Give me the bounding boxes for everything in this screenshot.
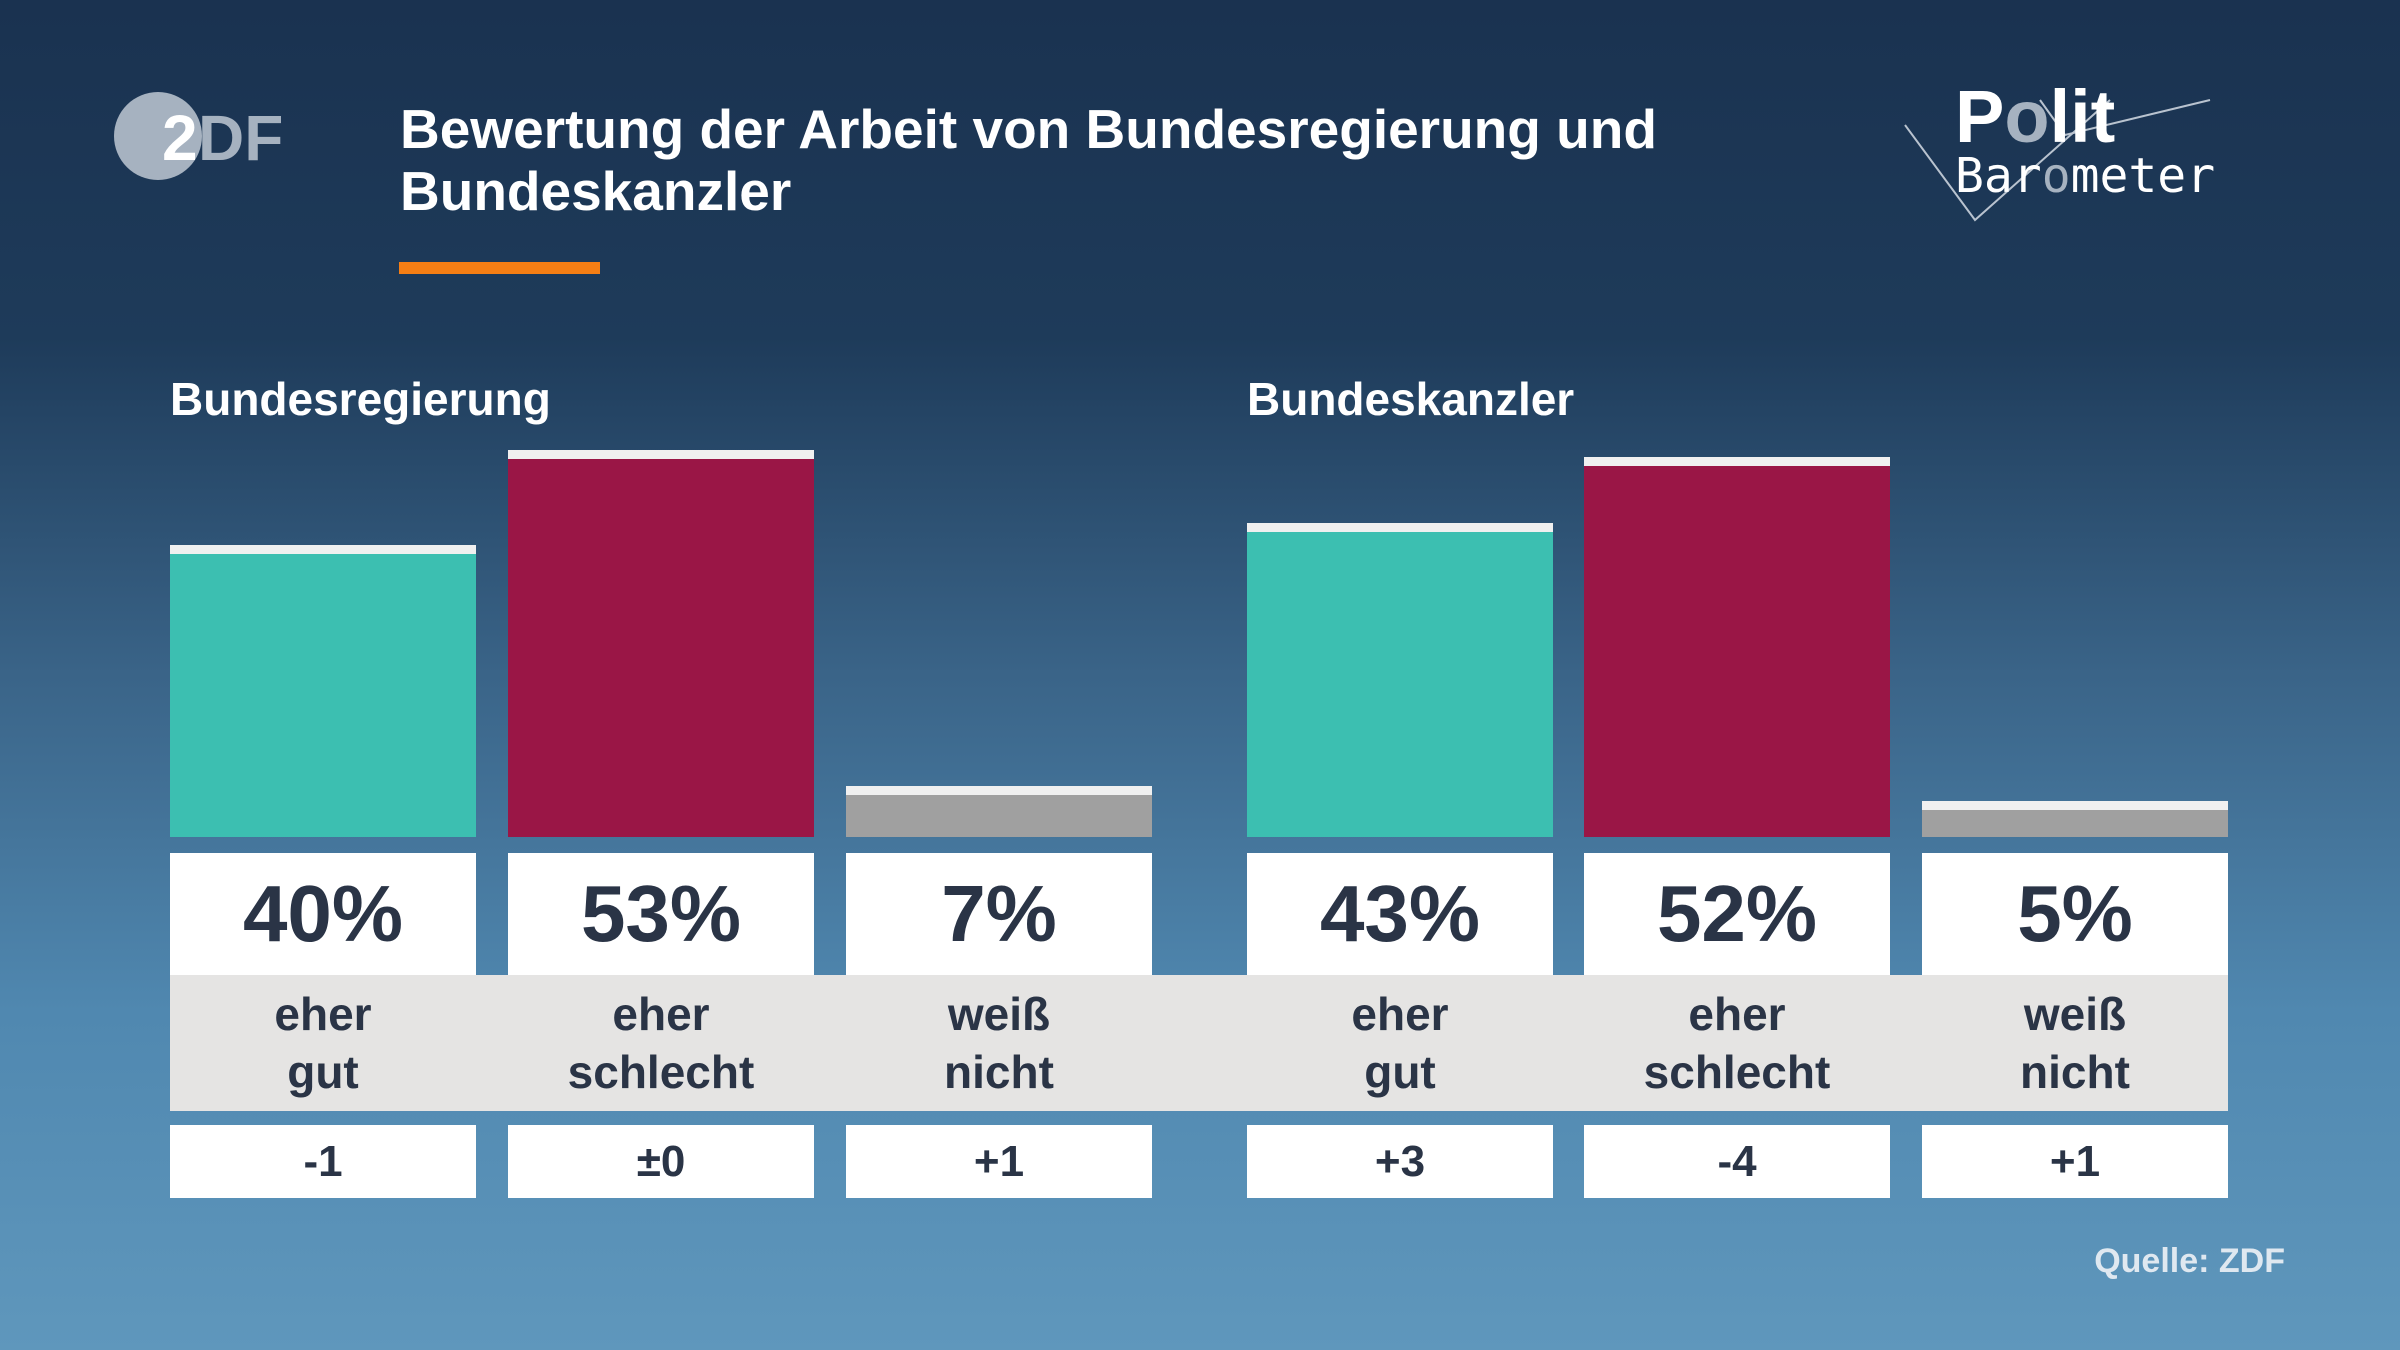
section-title-bundesregierung: Bundesregierung bbox=[170, 373, 551, 425]
bar-0-0 bbox=[170, 545, 476, 837]
category-label-line: gut bbox=[1364, 1046, 1436, 1098]
value-label: 52% bbox=[1584, 853, 1890, 975]
change-label: ±0 bbox=[508, 1125, 814, 1198]
value-label: 5% bbox=[1922, 853, 2228, 975]
category-label-line: schlecht bbox=[1643, 1046, 1831, 1098]
category-label-line: nicht bbox=[944, 1046, 1054, 1098]
change-label: +3 bbox=[1247, 1125, 1553, 1198]
category-label-line: schlecht bbox=[567, 1046, 755, 1098]
bar-cap bbox=[170, 545, 476, 554]
bar-cap bbox=[508, 450, 814, 460]
bar-cap bbox=[1247, 523, 1553, 533]
section-title-bundeskanzler: Bundeskanzler bbox=[1247, 373, 1575, 425]
category-label-line: weiß bbox=[2023, 988, 2127, 1040]
change-label: +1 bbox=[846, 1125, 1152, 1198]
zdf-logo: 2 DF bbox=[114, 92, 282, 180]
category-label: eher schlecht bbox=[508, 985, 814, 1101]
bar-1-0 bbox=[1247, 523, 1553, 837]
change-label: -1 bbox=[170, 1125, 476, 1198]
svg-text:2: 2 bbox=[162, 102, 198, 174]
category-label: weiß nicht bbox=[1922, 985, 2228, 1101]
bar-cap bbox=[1584, 457, 1890, 467]
source-note: Quelle: ZDF bbox=[2094, 1242, 2285, 1280]
bar-cap bbox=[1922, 800, 2228, 810]
bar-cap bbox=[846, 785, 1152, 795]
category-label: weiß nicht bbox=[846, 985, 1152, 1101]
bar-1-1 bbox=[1584, 457, 1890, 837]
value-label: 43% bbox=[1247, 853, 1553, 975]
category-label-line: weiß bbox=[947, 988, 1051, 1040]
bar-1-2 bbox=[1922, 800, 2228, 837]
svg-text:Polit: Polit bbox=[1955, 75, 2115, 158]
category-label-line: nicht bbox=[2020, 1046, 2130, 1098]
chart-title: Bewertung der Arbeit von Bundesregierung… bbox=[400, 98, 1657, 222]
category-label-line: eher bbox=[612, 988, 710, 1040]
category-label-line: eher bbox=[274, 988, 372, 1040]
category-label-band bbox=[170, 975, 2228, 1111]
value-label: 53% bbox=[508, 853, 814, 975]
category-label-line: gut bbox=[287, 1046, 359, 1098]
value-label: 40% bbox=[170, 853, 476, 975]
svg-text:Barometer: Barometer bbox=[1955, 148, 2215, 204]
politbarometer-logo: Polit Barometer bbox=[1904, 75, 2215, 222]
category-label: eher gut bbox=[170, 985, 476, 1101]
category-label: eher schlecht bbox=[1584, 985, 1890, 1101]
svg-text:DF: DF bbox=[198, 102, 282, 174]
bar-0-2 bbox=[846, 785, 1152, 837]
change-label: -4 bbox=[1584, 1125, 1890, 1198]
title-accent-bar bbox=[399, 262, 600, 274]
value-label: 7% bbox=[846, 853, 1152, 975]
category-label-line: eher bbox=[1688, 988, 1786, 1040]
category-label-line: eher bbox=[1351, 988, 1449, 1040]
bar-0-1 bbox=[508, 450, 814, 837]
category-label: eher gut bbox=[1247, 985, 1553, 1101]
change-label: +1 bbox=[1922, 1125, 2228, 1198]
